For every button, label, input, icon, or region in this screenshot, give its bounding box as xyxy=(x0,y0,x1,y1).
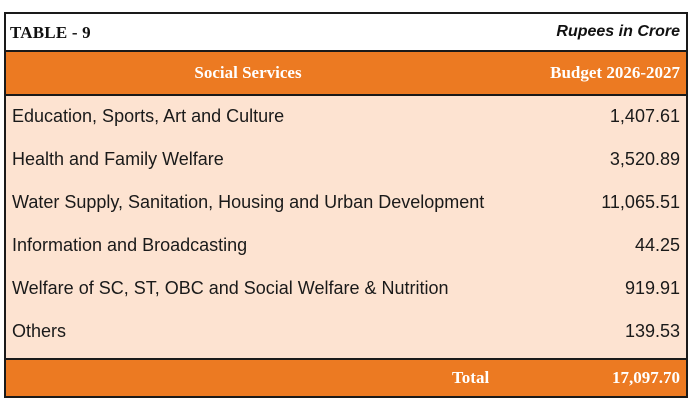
total-value: 17,097.70 xyxy=(612,368,680,387)
table-body: Education, Sports, Art and Culture 1,407… xyxy=(6,96,686,360)
table-row: Information and Broadcasting 44.25 xyxy=(6,225,686,268)
column-header-budget: Budget 2026-2027 xyxy=(550,63,680,82)
row-value: 139.53 xyxy=(624,321,680,341)
row-value: 44.25 xyxy=(634,235,680,255)
unit-note: Rupees in Crore xyxy=(556,23,680,40)
column-header-social-services: Social Services xyxy=(194,63,302,82)
row-label: Information and Broadcasting xyxy=(12,235,248,255)
row-label: Others xyxy=(12,321,67,341)
budget-table: TABLE - 9 Rupees in Crore Social Service… xyxy=(4,12,688,398)
row-value: 919.91 xyxy=(624,278,680,298)
row-label: Water Supply, Sanitation, Housing and Ur… xyxy=(12,192,485,212)
row-value: 11,065.51 xyxy=(601,192,680,212)
row-value: 1,407.61 xyxy=(609,106,680,126)
table-header-row: Social Services Budget 2026-2027 xyxy=(6,52,686,96)
row-label: Welfare of SC, ST, OBC and Social Welfar… xyxy=(12,278,449,298)
table-row: Water Supply, Sanitation, Housing and Ur… xyxy=(6,182,686,225)
table-caption-row: TABLE - 9 Rupees in Crore xyxy=(6,14,686,52)
row-label: Education, Sports, Art and Culture xyxy=(12,106,285,126)
table-number: TABLE - 9 xyxy=(10,23,91,42)
table-total-row: Total 17,097.70 xyxy=(6,360,686,396)
table-row: Others 139.53 xyxy=(6,311,686,354)
row-label: Health and Family Welfare xyxy=(12,149,224,169)
table-row: Education, Sports, Art and Culture 1,407… xyxy=(6,96,686,139)
table-row: Welfare of SC, ST, OBC and Social Welfar… xyxy=(6,268,686,311)
table-row: Health and Family Welfare 3,520.89 xyxy=(6,139,686,182)
row-value: 3,520.89 xyxy=(609,149,680,169)
total-label: Total xyxy=(452,368,490,387)
